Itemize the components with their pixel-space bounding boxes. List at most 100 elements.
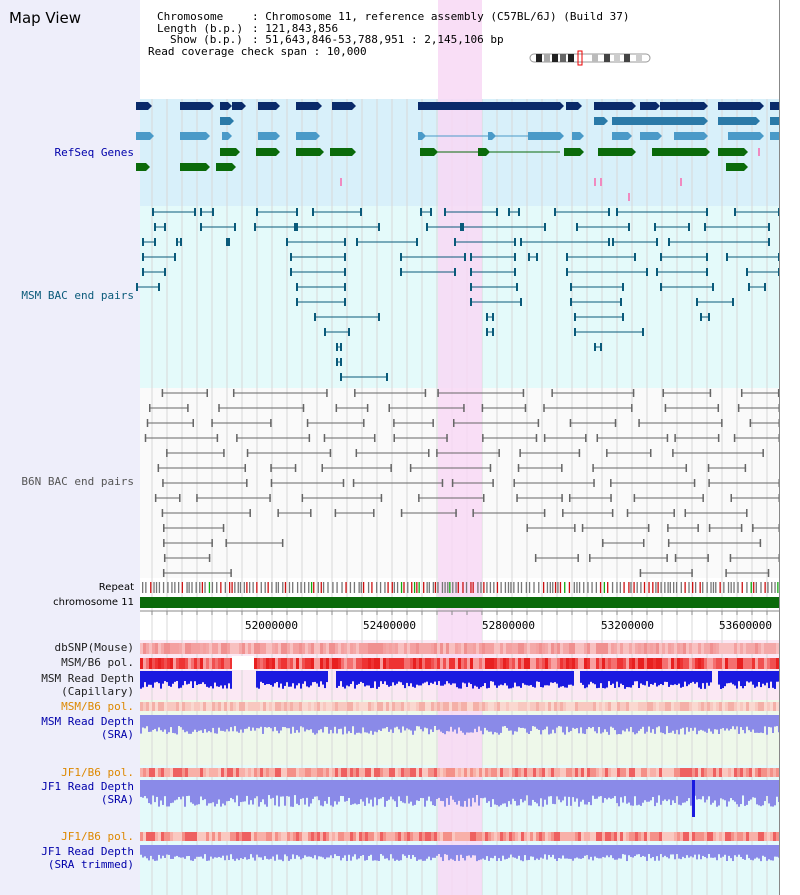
jf1-pol-cell (614, 768, 617, 777)
jf1-pol-cell (260, 768, 263, 777)
jf1-pol2-cell (707, 832, 710, 841)
gene-block (258, 102, 276, 110)
msm-cap-depth-bar (566, 671, 568, 688)
msm-pol-cell (398, 658, 401, 669)
dbsnp-cell (416, 643, 419, 654)
msm-pol2-cell (347, 702, 350, 711)
jf1-b6-pol-2-label[interactable]: JF1/B6 pol. (61, 830, 134, 843)
bac-end (574, 328, 576, 336)
msm-pol-cell (167, 658, 170, 669)
jf1-pol-cell (749, 768, 752, 777)
jf1-trim-depth-bar (350, 845, 352, 861)
gene-block (222, 132, 228, 140)
msm-sra-depth-bar (292, 715, 294, 727)
msm-cap-depth-bar (464, 671, 466, 684)
msm-sra-depth-bar (238, 715, 240, 733)
repeat-mark (684, 582, 686, 593)
msm-pol-cell (677, 658, 680, 669)
jf1-trim-depth-bar (302, 845, 304, 859)
jf1-sra-depth-bar (576, 780, 578, 799)
jf1-trim-depth-bar (180, 845, 182, 858)
msm-cap-depth-bar (354, 671, 356, 689)
bac-end (508, 208, 510, 216)
repeat-mark (400, 582, 403, 593)
jf1-pol2-cell (287, 832, 290, 841)
msm-sra-depth-bar (234, 715, 236, 727)
jf1-trim-depth-bar (544, 845, 546, 855)
msm-sra-depth-bar (566, 715, 568, 727)
gene-arrow (560, 132, 564, 140)
msm-b6-pol-2-label[interactable]: MSM/B6 pol. (61, 700, 134, 713)
jf1-pol-cell (374, 768, 377, 777)
msm-pol2-cell (392, 702, 395, 711)
msm-sra-depth-bar (492, 715, 494, 735)
dbsnp-cell (629, 643, 632, 654)
msm-pol2-cell (668, 702, 671, 711)
msm-cap-depth-bar (664, 671, 666, 682)
jf1-pol-cell (251, 768, 254, 777)
jf1-sra-depth-bar (588, 780, 590, 802)
jf1-sra-depth-bar (320, 780, 322, 806)
jf1-depth-trimmed-label[interactable]: JF1 Read Depth (SRA trimmed) (41, 845, 134, 871)
msm-depth-capillary-label[interactable]: MSM Read Depth (Capillary) (41, 672, 134, 698)
jf1-sra-depth-bar (388, 780, 390, 800)
msm-sra-depth-bar (520, 715, 522, 728)
msm-pol-cell (668, 658, 671, 669)
jf1-pol-cell (218, 768, 221, 777)
msm-sra-depth-bar (376, 715, 378, 733)
jf1-trim-depth-bar (224, 845, 226, 861)
bac-end (516, 283, 518, 291)
dbsnp-label[interactable]: dbSNP(Mouse) (54, 641, 134, 654)
jf1-sra-depth-bar (340, 780, 342, 796)
dbsnp-cell (644, 643, 647, 654)
jf1-pol-cell (422, 768, 425, 777)
msm-bac-label[interactable]: MSM BAC end pairs (21, 289, 134, 302)
jf1-sra-depth-bar (370, 780, 372, 800)
msm-cap-depth-bar (458, 671, 460, 689)
jf1-trim-depth-bar (418, 845, 420, 860)
b6n-bac-label[interactable]: B6N BAC end pairs (21, 475, 134, 488)
msm-sra-depth-bar (232, 715, 234, 732)
jf1-pol2-cell (410, 832, 413, 841)
msm-b6-pol-label[interactable]: MSM/B6 pol. (61, 656, 134, 669)
bac-end (230, 569, 232, 577)
bac-end (164, 268, 166, 276)
jf1-trim-depth-bar (328, 845, 330, 858)
msm-cap-depth-bar (340, 671, 342, 682)
jf1-trim-depth-bar (400, 845, 402, 861)
jf1-trim-depth-bar (554, 845, 556, 859)
jf1-sra-depth-bar (606, 780, 608, 800)
dbsnp-cell (728, 643, 731, 654)
jf1-trim-depth-bar (584, 845, 586, 856)
msm-pol-cell (644, 658, 647, 669)
bac-end (520, 298, 522, 306)
dbsnp-cell (617, 643, 620, 654)
msm-cap-depth-bar (726, 671, 728, 684)
msm-cap-depth-bar (230, 671, 232, 689)
msm-depth-sra-label[interactable]: MSM Read Depth (SRA) (41, 715, 134, 741)
repeat-mark (271, 582, 273, 593)
msm-sra-depth-bar (564, 715, 566, 735)
jf1-sra-depth-bar (398, 780, 400, 797)
jf1-trim-depth-bar (512, 845, 514, 858)
msm-pol2-cell (242, 702, 245, 711)
jf1-pol-cell (752, 768, 755, 777)
jf1-pol-cell (455, 768, 458, 777)
msm-sra-depth-bar (672, 715, 674, 731)
dbsnp-cell (362, 643, 365, 654)
jf1-sra-depth-bar (598, 780, 600, 797)
msm-cap-depth-bar (656, 671, 658, 687)
msm-sra-depth-bar (228, 715, 230, 732)
repeat-mark (391, 582, 393, 593)
bac-end (452, 419, 455, 427)
msm-pol-cell (611, 658, 614, 669)
msm-cap-depth-bar (376, 671, 378, 689)
msm-cap-depth-bar (538, 671, 540, 682)
refseq-label[interactable]: RefSeq Genes (54, 146, 134, 159)
msm-sra-depth-bar (568, 715, 570, 733)
jf1-depth-sra-label[interactable]: JF1 Read Depth (SRA) (41, 780, 134, 806)
msm-pol-cell (770, 658, 773, 669)
jf1-b6-pol-label[interactable]: JF1/B6 pol. (61, 766, 134, 779)
jf1-pol2-cell (521, 832, 524, 841)
jf1-trim-depth-bar (358, 845, 360, 859)
